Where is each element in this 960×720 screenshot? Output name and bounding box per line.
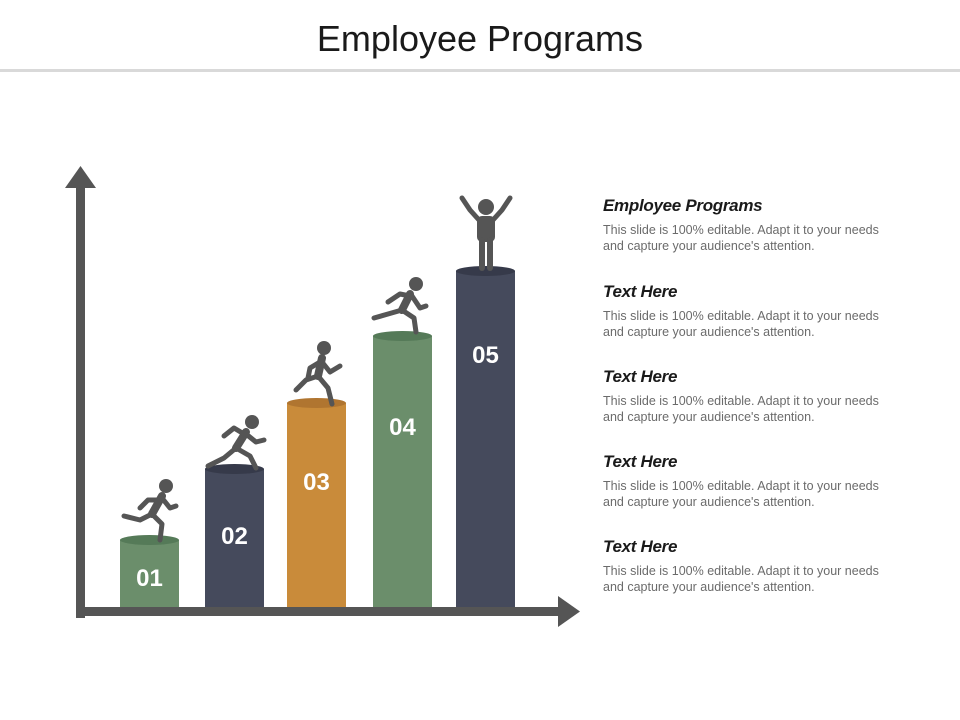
step-number: 01 (136, 565, 163, 592)
list-item: Text Here This slide is 100% editable. A… (603, 537, 923, 595)
x-axis-line (76, 607, 560, 616)
step-bar (287, 403, 346, 607)
slide-title: Employee Programs (316, 18, 644, 59)
step-column: 01 (120, 479, 179, 607)
running-person-icon (293, 341, 343, 407)
step-bar-top (456, 266, 515, 276)
list-item: Text Here This slide is 100% editable. A… (603, 367, 923, 425)
running-person-icon (371, 277, 429, 335)
item-description: This slide is 100% editable. Adapt it to… (603, 394, 879, 424)
running-person-icon (121, 479, 179, 543)
step-bar (120, 540, 179, 607)
step-bar-top (287, 398, 346, 408)
step-column: 02 (205, 415, 267, 607)
list-item: Employee Programs This slide is 100% edi… (603, 196, 923, 254)
item-heading: Text Here (603, 282, 678, 301)
item-description: This slide is 100% editable. Adapt it to… (603, 479, 879, 509)
step-column: 05 (456, 195, 515, 607)
item-description: This slide is 100% editable. Adapt it to… (603, 223, 879, 253)
step-number: 02 (221, 523, 248, 550)
step-bar-top (120, 535, 179, 545)
step-number: 03 (303, 469, 330, 496)
item-heading: Employee Programs (603, 196, 763, 215)
step-bar-top (205, 464, 264, 474)
chart-axes (65, 166, 580, 627)
y-axis-line (76, 186, 85, 618)
step-number: 04 (389, 414, 416, 441)
step-number: 05 (472, 342, 499, 369)
step-bar-top (373, 331, 432, 341)
item-description: This slide is 100% editable. Adapt it to… (603, 564, 879, 594)
celebrating-person-icon (459, 195, 513, 271)
step-column: 04 (371, 277, 432, 607)
running-person-icon (205, 415, 267, 471)
step-bar (373, 336, 432, 607)
item-heading: Text Here (603, 367, 678, 386)
x-axis-arrow-icon (558, 596, 580, 627)
step-bar (205, 469, 264, 607)
y-axis-arrow-icon (65, 166, 96, 188)
step-bar (456, 271, 515, 607)
list-item: Text Here This slide is 100% editable. A… (603, 282, 923, 340)
step-column: 03 (287, 341, 346, 607)
item-description: This slide is 100% editable. Adapt it to… (603, 309, 879, 339)
item-heading: Text Here (603, 452, 678, 471)
title-divider (0, 69, 960, 72)
list-item: Text Here This slide is 100% editable. A… (603, 452, 923, 510)
item-heading: Text Here (603, 537, 678, 556)
